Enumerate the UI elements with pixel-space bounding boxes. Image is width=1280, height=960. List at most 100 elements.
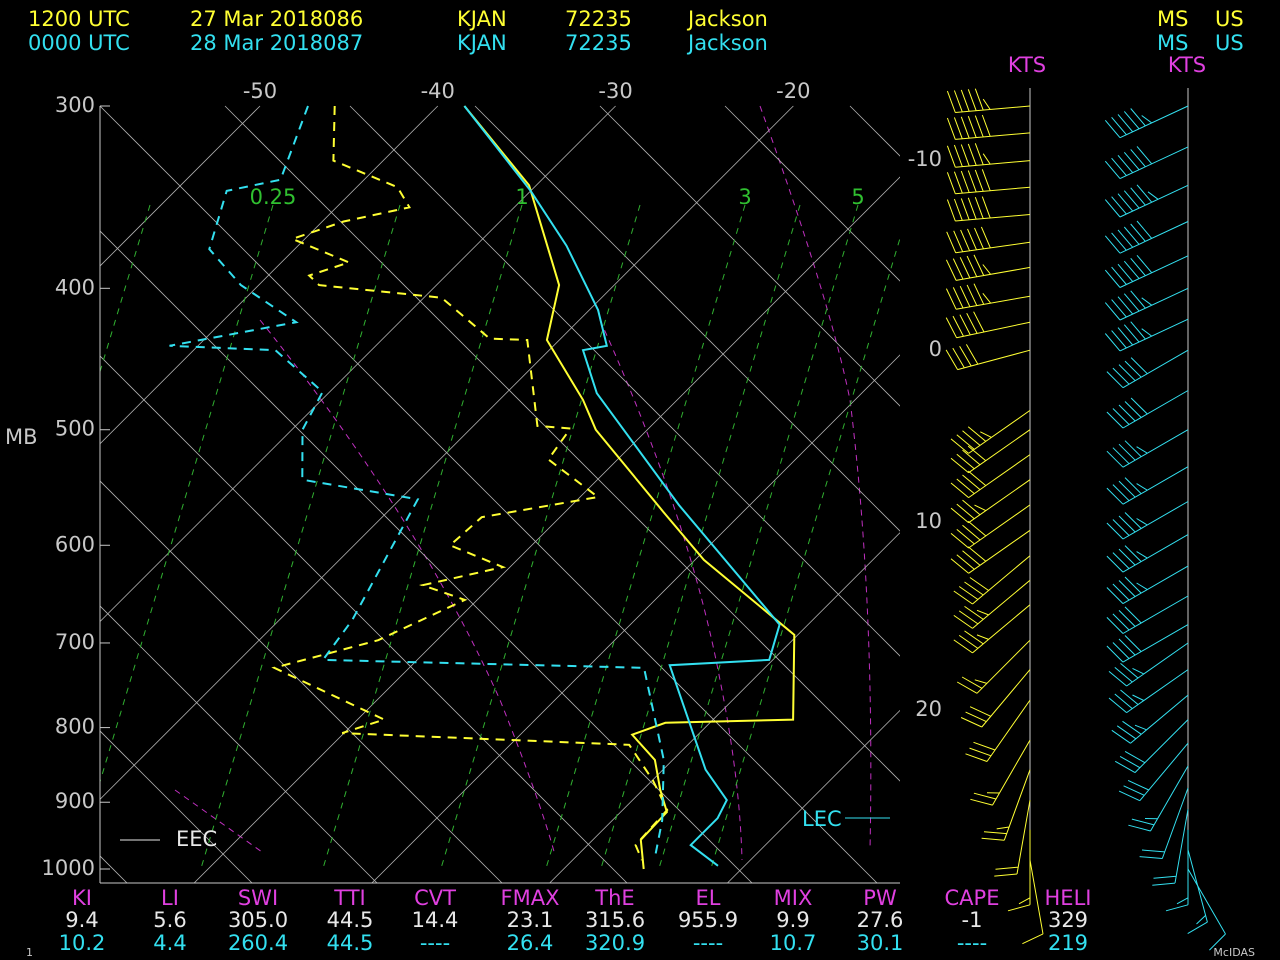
header-field: 0000 UTC: [28, 31, 130, 55]
wind-side-label: 10: [915, 509, 942, 533]
moist-adiabat: [174, 789, 263, 853]
mixing-ratio-line: [545, 204, 746, 871]
wind-barb: [950, 409, 1031, 454]
index-value: 14.4: [412, 908, 459, 932]
mixing-ratio-line: [322, 204, 523, 871]
wind-barb: [1139, 787, 1189, 859]
wind-unit: KTS: [1168, 53, 1206, 77]
header-field: 28 Mar 2018087: [190, 31, 363, 55]
index-value: 30.1: [857, 931, 904, 955]
mixing-ratio-label: 0.25: [250, 185, 297, 209]
wind-barb: [1104, 254, 1189, 288]
dry-adiabat: [100, 605, 378, 883]
header-field: KJAN: [457, 7, 507, 31]
index-value: 44.5: [327, 931, 374, 955]
dry-adiabat: [224, 105, 900, 782]
dry-adiabat: [100, 730, 253, 883]
dry-adiabat: [349, 105, 900, 657]
index-value: -1: [962, 908, 983, 932]
index-value: 329: [1048, 908, 1088, 932]
header-field: Jackson: [686, 31, 768, 55]
index-header: CAPE: [945, 886, 1000, 910]
index-value: 10.2: [59, 931, 106, 955]
dry-adiabat: [975, 106, 1280, 960]
wind-barb: [1104, 105, 1189, 139]
brand: McIDAS: [1213, 946, 1255, 959]
profile-line: [271, 105, 669, 861]
y-tick-label: 700: [55, 630, 95, 654]
x-tick-label: -20: [776, 79, 810, 103]
header-field: MS: [1157, 7, 1188, 31]
wind-barb: [1104, 287, 1189, 321]
wind-barb: [956, 639, 1031, 694]
wind-barb: [1106, 466, 1189, 505]
wind-barb: [1114, 719, 1189, 774]
index-header: ThE: [594, 886, 634, 910]
x-tick-label: -40: [421, 79, 455, 103]
index-value: 26.4: [507, 931, 554, 955]
wind-barb: [946, 196, 1031, 222]
wind-barb: [1104, 318, 1189, 352]
dry-adiabat: [599, 105, 900, 407]
wind-barb: [946, 114, 1031, 140]
y-tick-label: 600: [55, 532, 95, 556]
index-header: LI: [161, 886, 179, 910]
index-value: ----: [957, 931, 987, 955]
wind-barb: [1118, 742, 1189, 802]
wind-barb: [953, 579, 1031, 629]
wind-barb: [945, 283, 1031, 310]
wind-barb: [970, 739, 1031, 806]
mixing-ratio-line: [200, 204, 401, 871]
wind-unit: KTS: [1008, 53, 1046, 77]
index-header: FMAX: [501, 886, 560, 910]
mixing-ratio-line: [658, 204, 859, 871]
dry-adiabat: [474, 105, 900, 532]
index-header: MIX: [774, 886, 813, 910]
wind-barb: [1106, 565, 1189, 605]
index-value: 955.9: [678, 908, 738, 932]
header-field: KJAN: [457, 31, 507, 55]
profile-line: [463, 105, 796, 870]
wind-barb: [946, 143, 1031, 168]
header-field: US: [1215, 31, 1244, 55]
moist-adiabat: [259, 319, 556, 856]
wind-barb: [950, 479, 1031, 524]
index-value: 9.9: [776, 908, 809, 932]
y-tick-label: 900: [55, 789, 95, 813]
wind-barb: [950, 429, 1031, 474]
wind-barb: [1128, 765, 1189, 832]
mixing-ratio-label: 3: [738, 185, 751, 209]
header-field: 72235: [565, 31, 632, 55]
index-value: 315.6: [585, 908, 645, 932]
wind-barb: [1108, 642, 1189, 687]
mixing-ratio-line: [440, 204, 641, 871]
wind-barb: [1104, 220, 1189, 254]
isotherm: [726, 709, 900, 883]
isotherm: [549, 532, 900, 883]
index-value: ----: [693, 931, 723, 955]
mixing-ratio-label: 1: [515, 185, 528, 209]
wind-barb: [1104, 184, 1189, 218]
wind-barb: [1152, 809, 1189, 886]
wind-barb: [950, 504, 1031, 549]
index-header: SWI: [238, 886, 278, 910]
index-value: 305.0: [228, 908, 288, 932]
isotherm: [193, 176, 900, 883]
y-tick-label: 300: [55, 93, 95, 117]
wind-barb: [953, 604, 1031, 654]
dry-adiabat: [849, 105, 900, 157]
dry-adiabat: [100, 480, 503, 883]
dry-adiabat: [724, 105, 900, 282]
wind-barb: [1111, 694, 1189, 744]
mixing-ratio-line: [600, 204, 801, 871]
wind-barb: [981, 769, 1031, 841]
wind-side-label: 0: [929, 337, 942, 361]
moist-adiabat: [759, 105, 872, 851]
wind-barb: [1106, 595, 1189, 634]
isotherm: [782, 106, 1280, 960]
index-value: ----: [420, 931, 450, 955]
wind-barb: [945, 344, 1031, 371]
wind-barb: [994, 800, 1031, 877]
isotherm: [100, 105, 261, 267]
